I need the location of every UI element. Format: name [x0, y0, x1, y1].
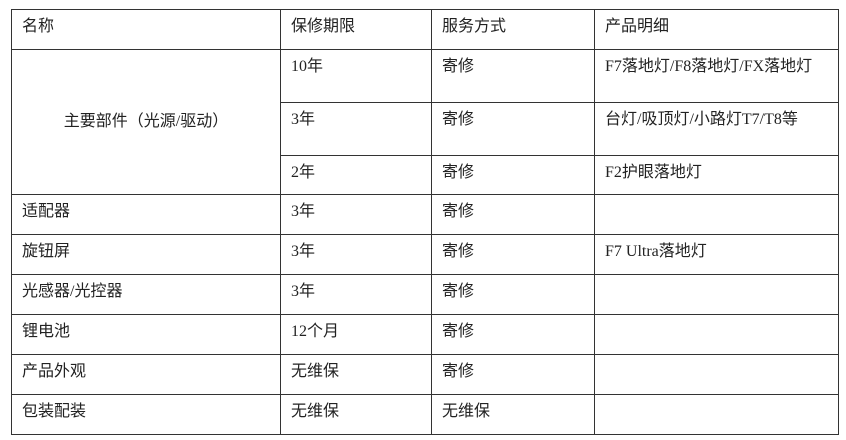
header-row: 名称 保修期限 服务方式 产品明细: [11, 9, 839, 50]
service-cell: 寄修: [431, 314, 595, 355]
service-cell: 寄修: [431, 274, 595, 315]
detail-cell: [594, 274, 839, 315]
period-cell: 3年: [280, 194, 432, 235]
header-name: 名称: [11, 9, 281, 50]
table-row: 3年 寄修 台灯/吸顶灯/小路灯T7/T8等: [12, 102, 839, 156]
period-cell: 3年: [280, 234, 432, 275]
table-row: 适配器 3年 寄修: [11, 194, 839, 235]
table-row: 产品外观 无维保 寄修: [11, 354, 839, 395]
table-row: 锂电池 12个月 寄修: [11, 314, 839, 355]
name-cell: 产品外观: [11, 354, 281, 395]
detail-cell: F7落地灯/F8落地灯/FX落地灯: [594, 49, 839, 103]
period-cell: 3年: [280, 274, 432, 315]
main-part-name: 主要部件（光源/驱动）: [11, 49, 281, 195]
period-cell: 无维保: [280, 354, 432, 395]
name-cell: 锂电池: [11, 314, 281, 355]
detail-cell: 台灯/吸顶灯/小路灯T7/T8等: [594, 102, 839, 156]
table-row: 主要部件（光源/驱动） 10年 寄修 F7落地灯/F8落地灯/FX落地灯: [11, 49, 839, 195]
name-cell: 适配器: [11, 194, 281, 235]
service-cell: 寄修: [431, 354, 595, 395]
period-cell: 3年: [280, 102, 432, 156]
detail-cell: [594, 194, 839, 235]
service-cell: 寄修: [431, 102, 595, 156]
name-cell: 包装配装: [11, 394, 281, 435]
service-cell: 无维保: [431, 394, 595, 435]
period-cell: 无维保: [280, 394, 432, 435]
name-cell: 光感器/光控器: [11, 274, 281, 315]
service-cell: 寄修: [431, 49, 595, 103]
header-service: 服务方式: [431, 9, 595, 50]
table-row: 光感器/光控器 3年 寄修: [11, 274, 839, 315]
period-cell: 12个月: [280, 314, 432, 355]
detail-cell: [594, 354, 839, 395]
service-cell: 寄修: [431, 194, 595, 235]
detail-cell: F2护眼落地灯: [594, 155, 839, 195]
detail-cell: [594, 314, 839, 355]
table-row: 包装配装 无维保 无维保: [11, 394, 839, 435]
header-detail: 产品明细: [594, 9, 839, 50]
detail-cell: [594, 394, 839, 435]
period-cell: 10年: [280, 49, 432, 103]
detail-cell: F7 Ultra落地灯: [594, 234, 839, 275]
period-cell: 2年: [280, 155, 432, 195]
name-cell: 旋钮屏: [11, 234, 281, 275]
warranty-table: 名称 保修期限 服务方式 产品明细 主要部件（光源/驱动） 10年 寄修 F7落…: [11, 9, 839, 435]
table-row: 旋钮屏 3年 寄修 F7 Ultra落地灯: [11, 234, 839, 275]
header-period: 保修期限: [280, 9, 432, 50]
table-row: 2年 寄修 F2护眼落地灯: [12, 155, 839, 195]
service-cell: 寄修: [431, 234, 595, 275]
service-cell: 寄修: [431, 155, 595, 195]
